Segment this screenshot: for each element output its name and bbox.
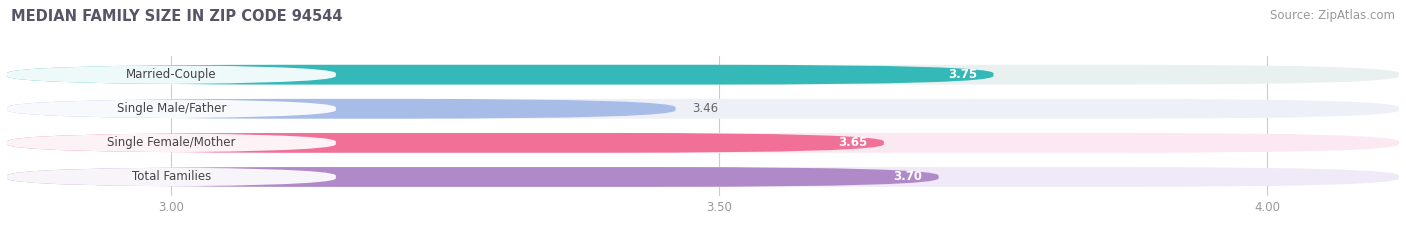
Text: 3.70: 3.70	[893, 171, 922, 183]
Text: 3.75: 3.75	[948, 68, 977, 81]
FancyBboxPatch shape	[7, 99, 1399, 119]
Text: Source: ZipAtlas.com: Source: ZipAtlas.com	[1270, 9, 1395, 22]
Text: MEDIAN FAMILY SIZE IN ZIP CODE 94544: MEDIAN FAMILY SIZE IN ZIP CODE 94544	[11, 9, 343, 24]
FancyBboxPatch shape	[7, 65, 336, 85]
FancyBboxPatch shape	[7, 167, 1399, 187]
Text: Single Female/Mother: Single Female/Mother	[107, 136, 236, 149]
FancyBboxPatch shape	[7, 133, 884, 153]
FancyBboxPatch shape	[7, 65, 994, 85]
FancyBboxPatch shape	[7, 167, 336, 187]
FancyBboxPatch shape	[7, 99, 336, 119]
Text: Total Families: Total Families	[132, 171, 211, 183]
FancyBboxPatch shape	[7, 167, 939, 187]
Text: 3.46: 3.46	[692, 102, 718, 115]
Text: Married-Couple: Married-Couple	[127, 68, 217, 81]
FancyBboxPatch shape	[7, 133, 336, 153]
FancyBboxPatch shape	[7, 65, 1399, 85]
FancyBboxPatch shape	[7, 133, 1399, 153]
FancyBboxPatch shape	[7, 99, 676, 119]
Text: Single Male/Father: Single Male/Father	[117, 102, 226, 115]
Text: 3.65: 3.65	[838, 136, 868, 149]
